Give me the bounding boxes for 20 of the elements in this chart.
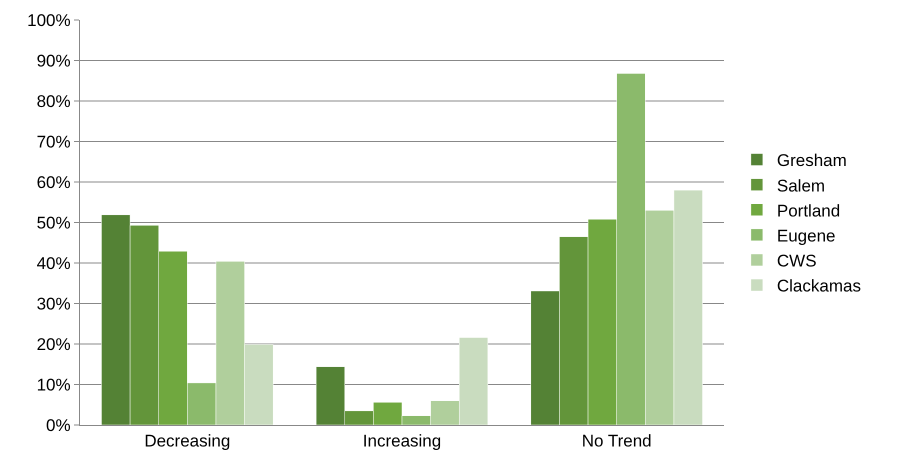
y-tick-label: 20% (36, 334, 71, 354)
y-tick-label: 50% (36, 213, 71, 232)
y-tick-label: 90% (36, 51, 71, 70)
y-tick-label: 100% (27, 10, 71, 30)
y-tick-label: 0% (46, 416, 71, 435)
y-tick-label: 40% (36, 254, 71, 273)
legend-label: CWS (776, 252, 817, 271)
x-tick-label: Decreasing (144, 431, 230, 450)
legend-label: Salem (776, 176, 826, 196)
y-tick-label: 30% (36, 294, 71, 314)
legend-label: Portland (776, 201, 840, 220)
x-tick-label: Increasing (362, 431, 442, 450)
legend-label: Clackamas (776, 276, 861, 296)
legend-label: Eugene (776, 226, 836, 246)
y-tick-label: 10% (36, 375, 71, 394)
x-tick-label: No Trend (582, 431, 652, 450)
legend-label: Gresham (776, 151, 847, 170)
y-tick-label: 70% (36, 132, 71, 152)
y-tick-label: 60% (36, 172, 71, 192)
y-tick-label: 80% (36, 92, 71, 111)
